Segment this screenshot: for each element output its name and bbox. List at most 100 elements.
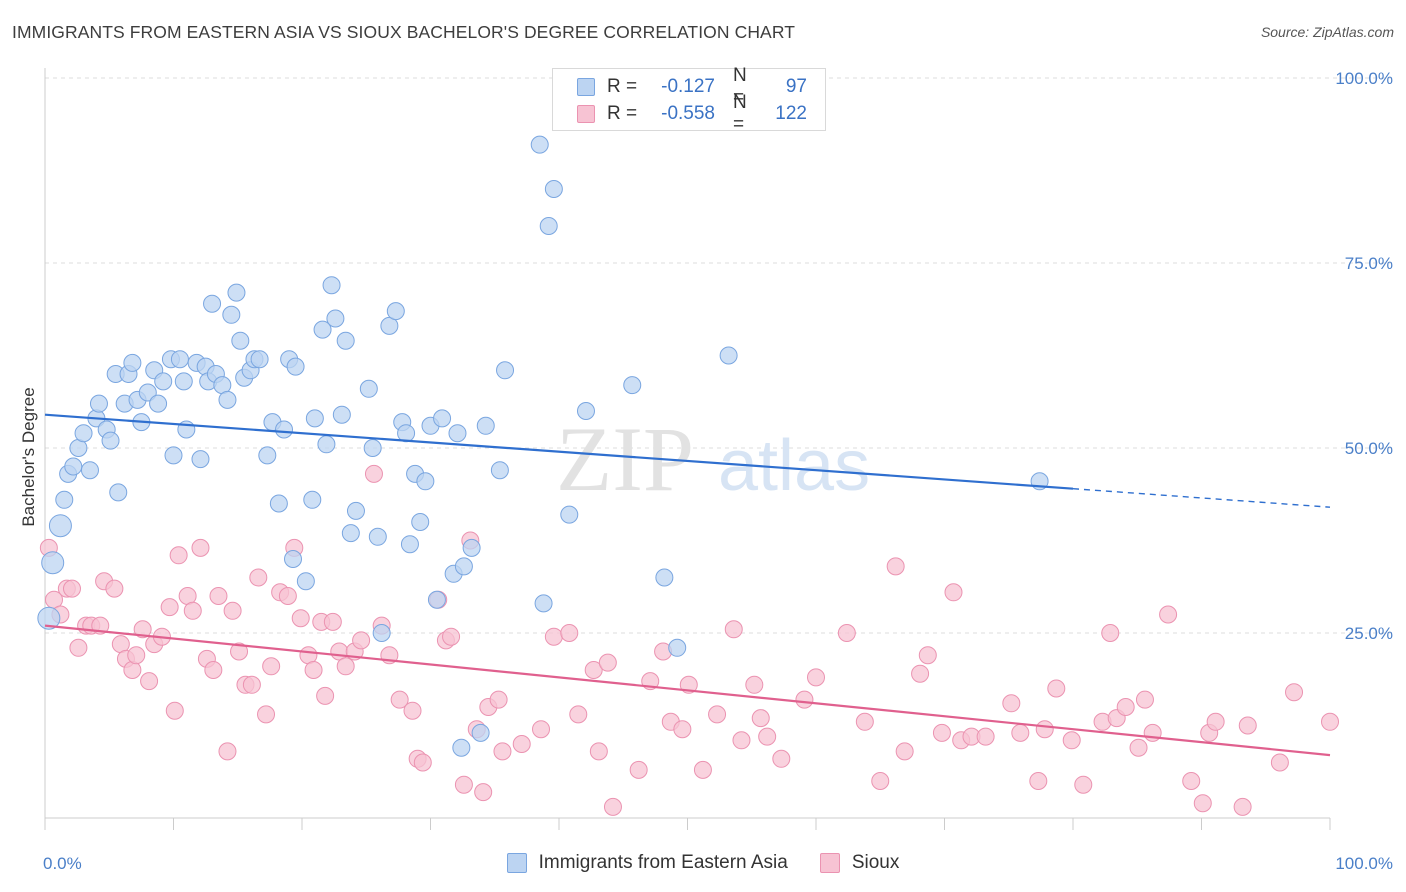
sioux-point — [1159, 605, 1178, 624]
sioux-point — [133, 620, 152, 639]
sioux-point — [693, 760, 712, 779]
legend-r-value: -0.127 — [661, 76, 715, 97]
eastern-asia-point — [668, 638, 687, 657]
sioux-point — [1238, 716, 1257, 735]
sioux-point — [204, 661, 223, 679]
sioux-point — [191, 538, 210, 557]
eastern-asia-point — [454, 557, 473, 576]
eastern-asia-point — [123, 353, 142, 372]
eastern-asia-point — [448, 424, 467, 443]
x-tick-label: 0.0% — [43, 854, 82, 873]
y-tick-label: 25.0% — [1345, 624, 1393, 643]
eastern-asia-point — [359, 379, 378, 398]
axis-labels: 25.0% 50.0% 75.0% 100.0% 0.0% 100.0% Bachelor'… — [19, 69, 1393, 873]
y-tick-label: 100.0% — [1335, 69, 1393, 88]
eastern-asia-point — [203, 294, 222, 313]
sioux-point — [976, 727, 995, 746]
sioux-point — [390, 690, 409, 709]
sioux-point — [708, 705, 727, 724]
sioux-point — [751, 709, 770, 728]
eastern-asia-point — [170, 350, 189, 369]
sioux-point — [352, 631, 371, 650]
eastern-asia-point — [101, 431, 120, 450]
sioux-point — [169, 546, 188, 565]
eastern-asia-point — [462, 538, 481, 557]
eastern-asia-point — [154, 372, 173, 391]
eastern-asia-point — [476, 416, 495, 435]
eastern-asia-trend-line — [44, 413, 1074, 490]
source-label: Source: ZipAtlas.com — [1260, 24, 1394, 40]
sioux-point — [598, 653, 617, 672]
sioux-point — [364, 464, 383, 483]
eastern-asia-point — [313, 320, 332, 339]
sioux-point — [1285, 683, 1304, 702]
eastern-asia-point — [427, 590, 446, 609]
sioux-point — [544, 627, 563, 646]
sioux-point — [218, 742, 237, 761]
eastern-asia-point — [64, 457, 83, 476]
axes — [44, 68, 1331, 830]
legend-n-value: 97 — [785, 76, 807, 97]
series-legend-sioux: Sioux — [819, 852, 899, 874]
eastern-asia-point — [191, 450, 210, 469]
eastern-asia-point — [258, 446, 277, 465]
eastern-asia-point — [433, 409, 452, 428]
eastern-asia-point — [471, 723, 490, 742]
sioux-point — [871, 772, 890, 790]
eastern-asia-point — [303, 490, 322, 509]
sioux-point — [257, 705, 276, 724]
sioux-point — [911, 664, 930, 683]
sioux-point — [165, 701, 184, 720]
sioux-point — [160, 598, 179, 617]
sioux-point — [242, 675, 261, 694]
sioux-point — [732, 731, 751, 750]
eastern-asia-point — [138, 383, 157, 402]
series-legend-eastern-asia: Immigrants from Eastern Asia — [506, 852, 788, 874]
sioux-trend-line — [44, 624, 1331, 757]
trend-lines — [44, 413, 1331, 757]
eastern-asia-point — [269, 494, 288, 513]
eastern-asia-points — [37, 135, 1049, 757]
eastern-asia-point — [368, 527, 387, 546]
sioux-point — [855, 712, 874, 731]
eastern-asia-point — [534, 594, 553, 613]
legend-row-sioux: R = -0.558 N = 122 — [577, 92, 807, 135]
eastern-asia-point — [250, 350, 269, 369]
sioux-point — [1193, 794, 1212, 813]
eastern-asia-point — [227, 283, 246, 302]
sioux-point — [1182, 772, 1201, 790]
sioux-point — [493, 742, 512, 761]
legend-row-eastern-asia: R = -0.127 N = 97 — [577, 65, 807, 108]
sioux-point — [454, 775, 473, 794]
sioux-point — [512, 735, 531, 753]
eastern-asia-point — [231, 331, 250, 350]
eastern-asia-point — [655, 568, 674, 587]
series-swatch-pink — [819, 853, 840, 873]
eastern-asia-point — [322, 276, 341, 295]
sioux-point — [1129, 738, 1148, 757]
eastern-asia-point — [222, 305, 241, 324]
eastern-asia-point — [544, 180, 563, 198]
eastern-asia-point — [332, 405, 351, 424]
eastern-asia-point — [305, 409, 324, 428]
sioux-point — [1206, 712, 1225, 731]
sioux-point — [1011, 723, 1030, 742]
eastern-asia-point — [539, 217, 558, 235]
sioux-point — [724, 620, 743, 639]
sioux-point — [230, 642, 249, 661]
eastern-asia-point — [346, 501, 365, 520]
sioux-point — [895, 742, 914, 761]
legend-r-value: -0.558 — [661, 103, 715, 124]
eastern-asia-point — [336, 331, 355, 350]
sioux-point — [584, 661, 603, 679]
sioux-point — [944, 583, 963, 602]
sioux-point — [837, 624, 856, 642]
watermark: ZIP atlas — [556, 408, 870, 510]
eastern-asia-point — [496, 361, 515, 380]
series-legend-label: Immigrants from Eastern Asia — [538, 852, 788, 873]
watermark-atlas: atlas — [718, 426, 870, 506]
eastern-asia-point — [490, 461, 509, 480]
sioux-point — [560, 624, 579, 642]
eastern-asia-point — [218, 390, 237, 409]
sioux-point — [1101, 624, 1120, 642]
